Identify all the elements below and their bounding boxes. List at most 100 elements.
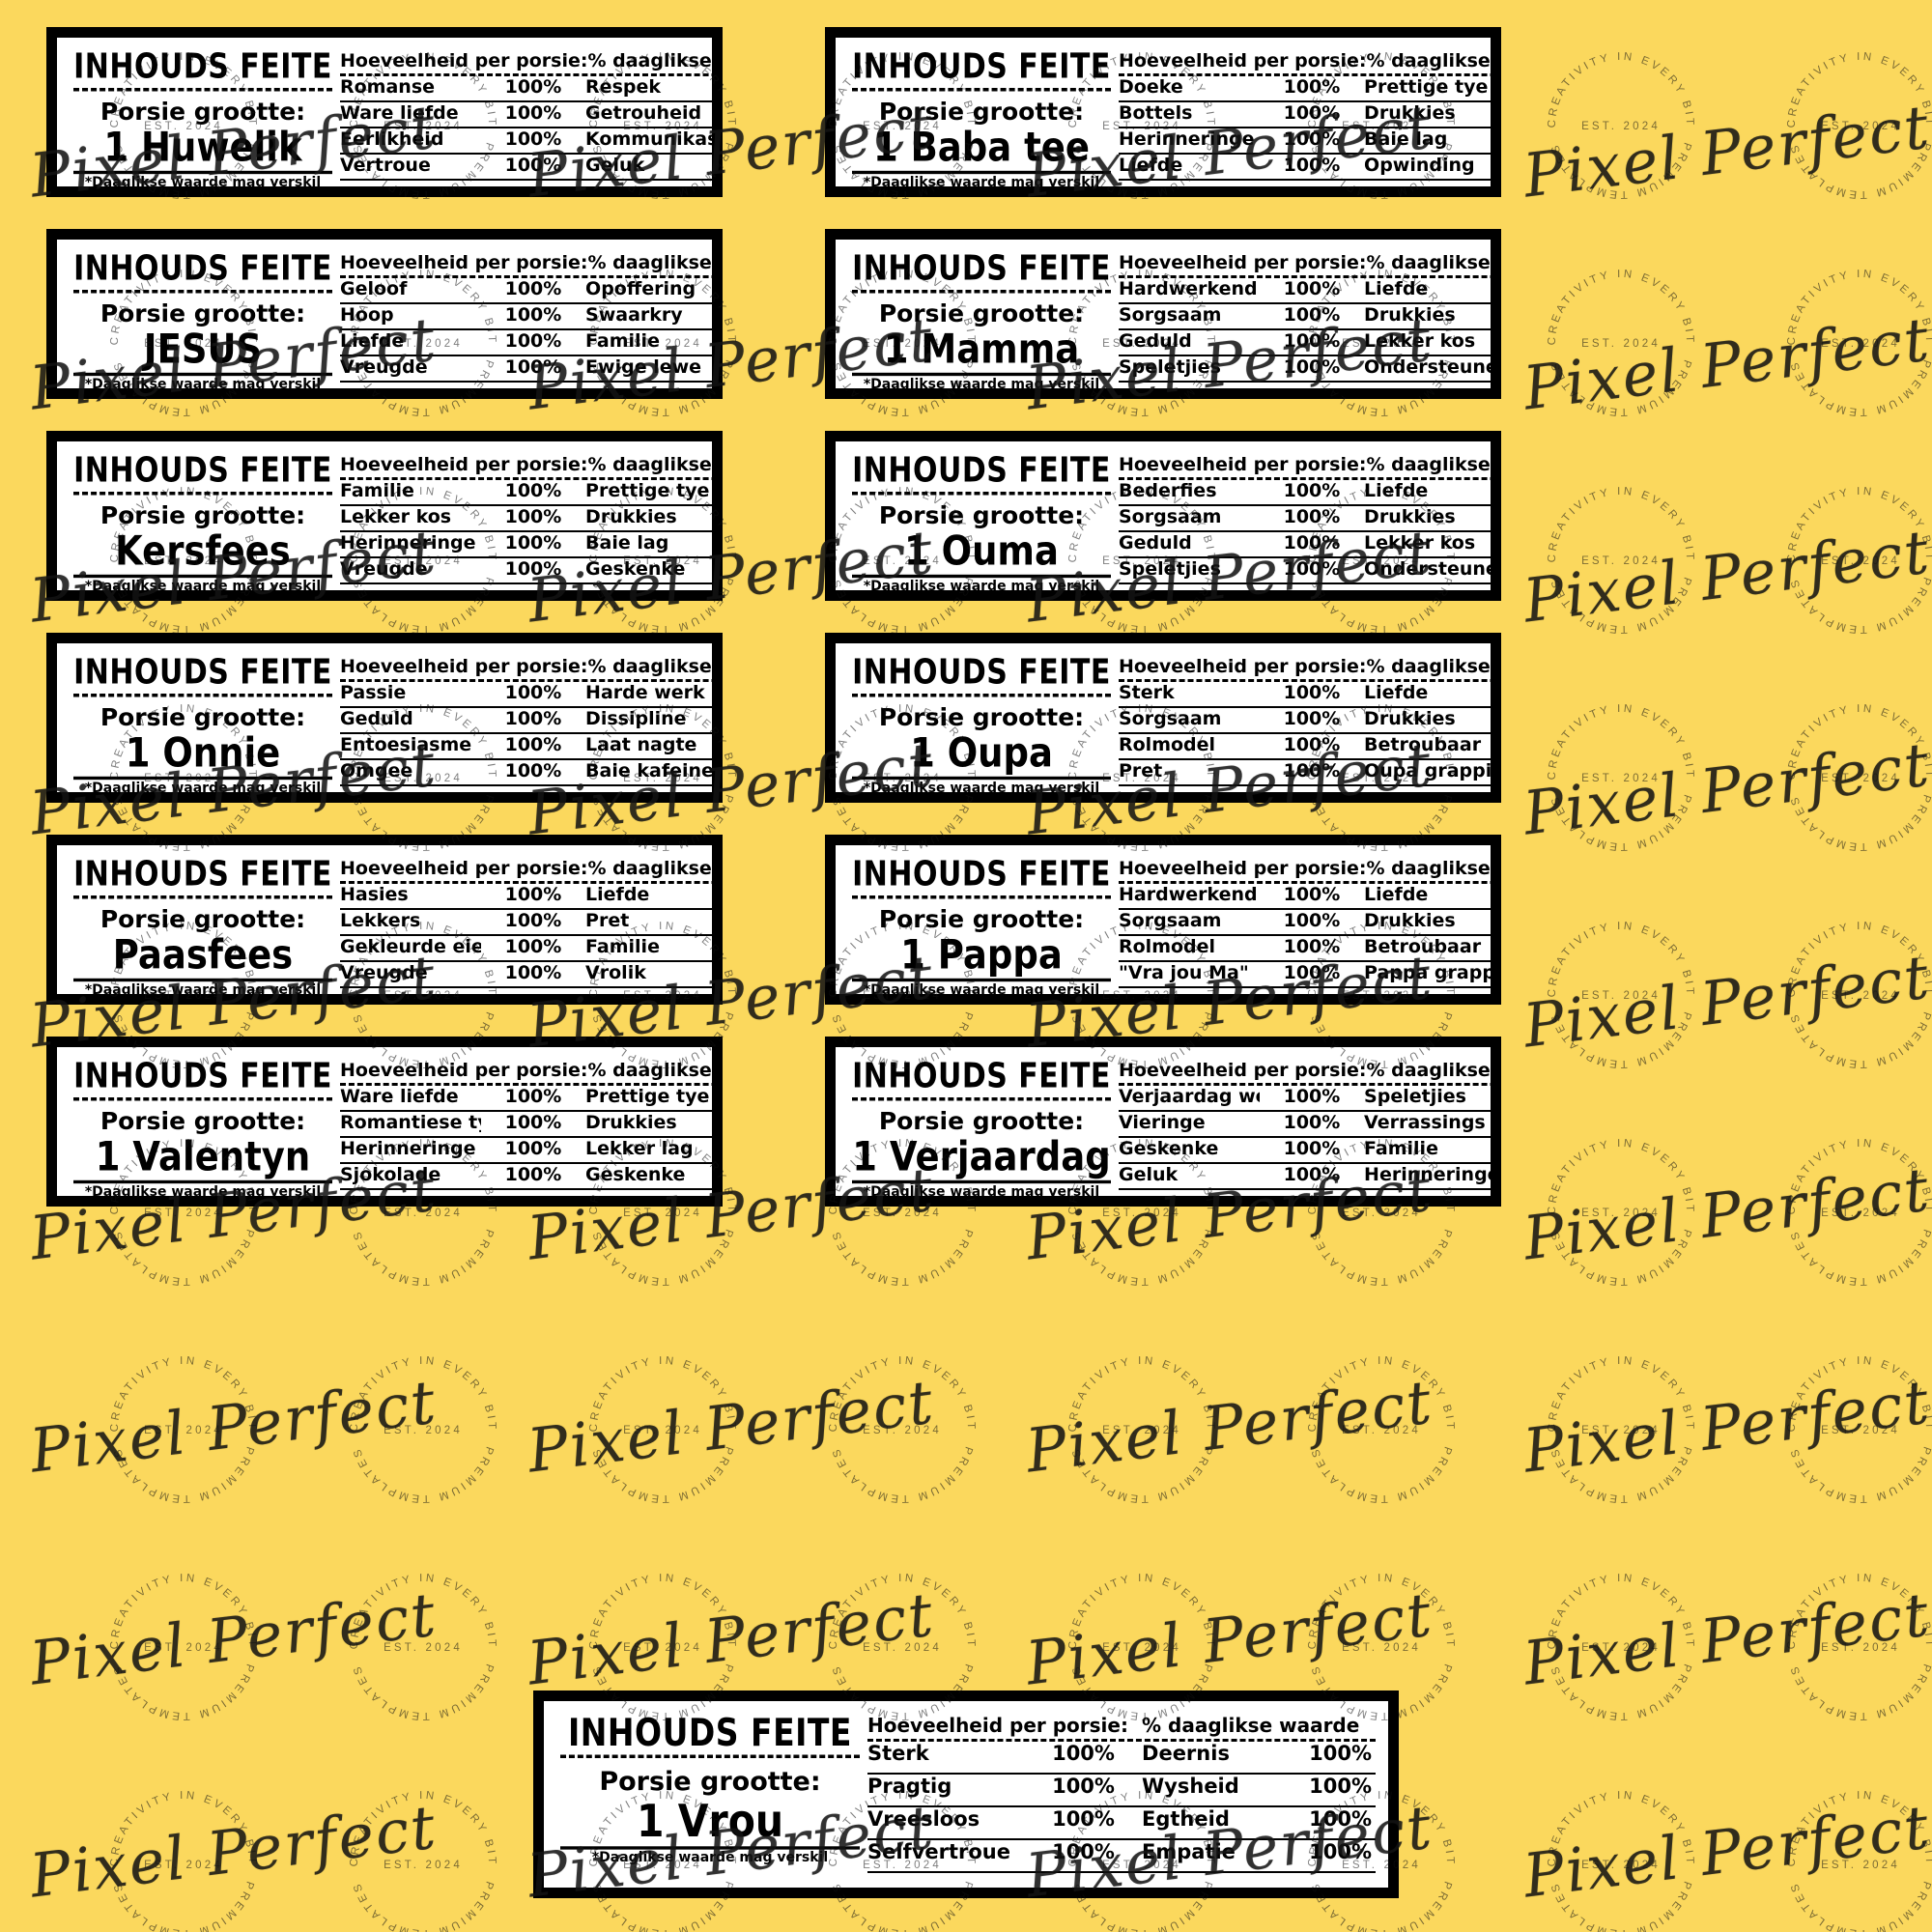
- watermark-stamp: CREATIVITY IN EVERY BIT PREMIUM TEMPLATES…: [336, 1343, 510, 1517]
- ingredient-percent: 100%: [504, 884, 562, 905]
- header-amount-per-serving: Hoeveelheid per porsie:: [1119, 858, 1367, 879]
- ingredient-name: Ware liefde: [340, 102, 459, 124]
- ingredient-percent-right: 100%: [722, 682, 723, 703]
- nutrition-row: Entoesiasme 100% Laat nagte 100%: [340, 734, 723, 760]
- label-footnote: *Daaglikse waarde mag verskil: [863, 376, 1100, 392]
- nutrition-label-ouma: INHOUDS FEITE Porsie grootte: 1 Ouma *Da…: [825, 431, 1501, 601]
- ingredient-name: Geduld: [340, 708, 413, 729]
- nutrition-row: Vertroue 100% Geluk 100%: [340, 155, 712, 181]
- nutrition-table-body: Familie 100% Prettige tye 100% Lekker kos 100…: [340, 480, 712, 584]
- ingredient-percent: 100%: [1283, 1112, 1341, 1133]
- nutrition-row: Omgee 100% Baie kafeine 100%: [340, 760, 712, 786]
- label-left-panel: INHOUDS FEITE Porsie grootte: Paasfees *…: [73, 856, 332, 994]
- nutrition-row: Sterk 100% Deernis 100%: [867, 1742, 1376, 1775]
- watermark-row: Pixel Perfect Pixel Perfect Pixel Perfect P…: [0, 1366, 1932, 1486]
- ingredient-name: Doeke: [1119, 76, 1183, 98]
- ingredient-name-right: Prettige tye: [585, 1086, 710, 1107]
- ingredient-percent-right: 100%: [1309, 1840, 1372, 1863]
- header-amount-per-serving: Hoeveelheid per porsie:: [340, 454, 588, 475]
- svg-text:PREMIUM TEMPLATES: PREMIUM TEMPLATES: [351, 1445, 495, 1504]
- label-left-panel: INHOUDS FEITE Porsie grootte: 1 Verjaard…: [852, 1058, 1111, 1196]
- label-inner-frame: INHOUDS FEITE Porsie grootte: Kersfees *…: [62, 446, 712, 590]
- label-footnote: *Daaglikse waarde mag verskil: [84, 578, 322, 594]
- nutrition-table-body: Hasies100%Liefde100%Lekkers100%Pret100%G…: [340, 884, 712, 988]
- svg-text:CREATIVITY IN EVERY BIT: CREATIVITY IN EVERY BIT: [828, 1355, 977, 1433]
- watermark-text: Pixel Perfect: [1519, 1366, 1932, 1487]
- ingredient-percent: 100%: [504, 102, 562, 124]
- watermark-stamp: CREATIVITY IN EVERY BIT PREMIUM TEMPLATES…: [815, 1343, 989, 1517]
- ingredient-name-right: Familie: [585, 330, 660, 352]
- ingredient-name: Sorgsaam: [1119, 708, 1222, 729]
- svg-text:EST. 2024: EST. 2024: [1102, 1425, 1181, 1436]
- ingredient-percent-right: 100%: [722, 330, 723, 352]
- serving-size-label: Porsie grootte:: [878, 905, 1085, 933]
- ingredient-name-right: Drukkies: [585, 506, 677, 527]
- ingredient-name: Vreugde: [340, 558, 428, 580]
- ingredient-percent-right: 100%: [1500, 1112, 1501, 1133]
- label-right-panel: Hoeveelheid per porsie: % daaglikse waar…: [1111, 250, 1491, 383]
- ingredient-name-right: Ewige lewe: [585, 356, 702, 378]
- nutrition-table-header: Hoeveelheid per porsie: % daaglikse waar…: [340, 1060, 712, 1086]
- ingredient-name: Sterk: [867, 1742, 929, 1765]
- ingredient-percent-right: 100%: [722, 356, 723, 378]
- serving-size-label: Porsie grootte:: [99, 98, 306, 126]
- ingredient-name-right: Opoffering: [585, 278, 696, 299]
- ingredient-percent: 100%: [504, 304, 562, 326]
- svg-text:CREATIVITY IN EVERY BIT: CREATIVITY IN EVERY BIT: [1307, 1355, 1456, 1433]
- ingredient-name-right: Deernis: [1142, 1742, 1230, 1765]
- svg-text:CREATIVITY IN EVERY BIT: CREATIVITY IN EVERY BIT: [349, 1355, 497, 1433]
- ingredient-percent: 100%: [504, 506, 562, 527]
- nutrition-row: Vreugde 100% Vrolik 100%: [340, 962, 712, 988]
- nutrition-table-body: Hardwerkend 100% Liefde 100% Sorgsaam 100% Dru…: [1119, 884, 1501, 988]
- ingredient-percent-right: 100%: [722, 278, 723, 299]
- ingredient-percent: 100%: [504, 278, 562, 299]
- nutrition-row: Hardwerkend 100% Liefde 100%: [1119, 278, 1491, 304]
- label-right-panel: Hoeveelheid per porsie: % daaglikse waar…: [860, 1712, 1376, 1879]
- ingredient-percent-right: 100%: [722, 76, 723, 98]
- ingredient-percent: 100%: [504, 330, 562, 352]
- ingredient-name: Sorgsaam: [1119, 910, 1222, 931]
- nutrition-table-header: Hoeveelheid per porsie: % daaglikse waar…: [340, 858, 712, 884]
- nutrition-row: Ware liefde 100% Prettige tye 100%: [340, 1086, 712, 1112]
- svg-text:CREATIVITY IN EVERY BIT: CREATIVITY IN EVERY BIT: [1307, 1573, 1456, 1650]
- ingredient-name: Passie: [340, 682, 407, 703]
- label-title: INHOUDS FEITE: [852, 1059, 1111, 1101]
- ingredient-name: Verjaardag wense: [1119, 1086, 1260, 1107]
- ingredient-percent: 100%: [1283, 910, 1341, 931]
- serving-size-label: Porsie grootte:: [99, 905, 306, 933]
- ingredient-name-right: Drukkies: [1364, 102, 1456, 124]
- label-inner-frame: INHOUDS FEITE Porsie grootte: 1 Vrou *Da…: [549, 1706, 1383, 1883]
- label-title: INHOUDS FEITE: [852, 453, 1111, 496]
- svg-text:EST. 2024: EST. 2024: [384, 1425, 463, 1436]
- label-left-panel: INHOUDS FEITE Porsie grootte: 1 Baba tee…: [852, 48, 1111, 186]
- header-amount-per-serving: Hoeveelheid per porsie:: [867, 1714, 1128, 1737]
- ingredient-name: Rolmodel: [1119, 936, 1216, 957]
- serving-size-label: Porsie grootte:: [878, 1107, 1085, 1135]
- ingredient-name-right: Oupa grappies: [1364, 760, 1501, 781]
- svg-text:PREMIUM TEMPLATES: PREMIUM TEMPLATES: [1309, 1445, 1453, 1504]
- watermark-stamp: CREATIVITY IN EVERY BIT PREMIUM TEMPLATES…: [1534, 1343, 1708, 1517]
- ingredient-percent-right: 100%: [722, 734, 723, 755]
- svg-text:EST. 2024: EST. 2024: [1581, 1642, 1661, 1654]
- svg-text:EST. 2024: EST. 2024: [1342, 1425, 1421, 1436]
- ingredient-percent: 100%: [504, 155, 562, 176]
- ingredient-name: Vreugde: [340, 356, 428, 378]
- ingredient-percent-right: 100%: [1500, 962, 1501, 983]
- ingredient-name-right: Speletjies: [1364, 1086, 1466, 1107]
- label-right-panel: Hoeveelheid per porsie: % daaglikse waar…: [332, 48, 723, 181]
- label-grid: INHOUDS FEITE Porsie grootte: 1 Huwelik …: [46, 27, 1886, 1207]
- nutrition-row: Ware liefde 100% Getrouheid 100%: [340, 102, 712, 128]
- ingredient-name-right: Ondersteunend: [1364, 558, 1498, 580]
- header-amount-per-serving: Hoeveelheid per porsie:: [1119, 454, 1367, 475]
- label-title: INHOUDS FEITE: [852, 655, 1111, 697]
- ingredient-percent: 100%: [504, 128, 562, 150]
- ingredient-name: "Vra jou Ma": [1119, 962, 1249, 983]
- nutrition-table-body: Hardwerkend 100% Liefde 100% Sorgsaam 100% Dru…: [1119, 278, 1491, 383]
- ingredient-percent-right: 100%: [722, 304, 723, 326]
- ingredient-name: Herinneringe: [340, 532, 476, 554]
- ingredient-percent: 100%: [1283, 278, 1341, 299]
- nutrition-label-kersfees: INHOUDS FEITE Porsie grootte: Kersfees *…: [46, 431, 723, 601]
- nutrition-row: Geduld 100% Lekker kos 100%: [1119, 532, 1491, 558]
- nutrition-table-header: Hoeveelheid per porsie: % daaglikse waar…: [1119, 454, 1491, 480]
